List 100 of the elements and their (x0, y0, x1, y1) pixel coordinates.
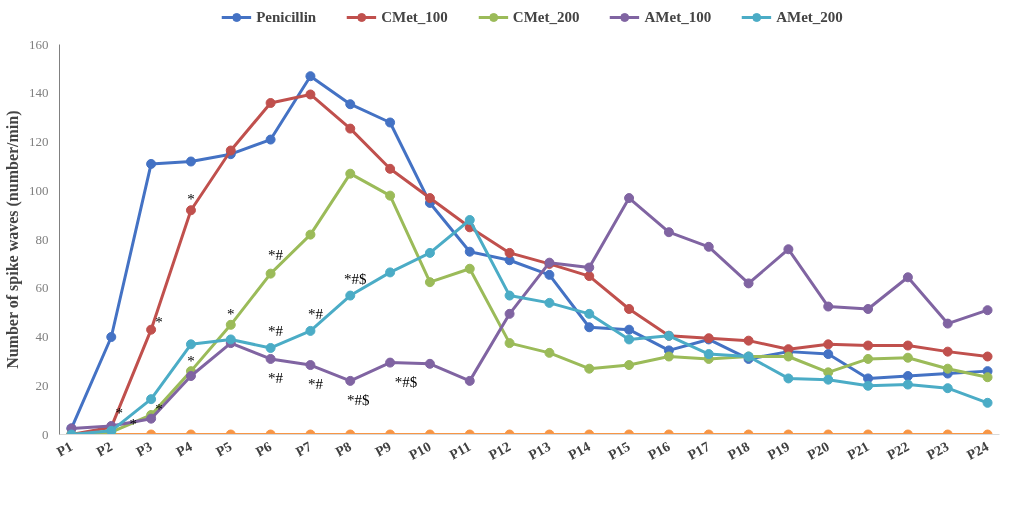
point (146, 394, 157, 405)
annotation: *#$ (347, 391, 371, 408)
x-tick-label: P12 (486, 438, 514, 463)
point (185, 371, 196, 381)
point (385, 190, 396, 201)
x-tick-label: P11 (447, 438, 474, 463)
point (146, 158, 157, 169)
legend-label: Penicillin (256, 8, 317, 26)
point (424, 247, 435, 258)
x-tick-label: P21 (844, 438, 872, 463)
point (743, 335, 754, 346)
x-tick-label: P16 (645, 438, 673, 463)
x-tick-label: P18 (725, 438, 753, 463)
point (863, 380, 874, 391)
point (783, 244, 794, 255)
x-tick-label: P1 (54, 438, 76, 460)
point (265, 353, 276, 364)
point (265, 98, 276, 108)
point (823, 339, 834, 350)
x-tick-label: P7 (293, 438, 315, 460)
point (305, 229, 316, 240)
x-tick-label: P13 (526, 438, 554, 463)
point (902, 272, 913, 283)
annotation: *# (268, 322, 284, 339)
point (385, 117, 396, 128)
x-tick-label: P23 (924, 438, 952, 463)
x-tick-label: P4 (173, 438, 195, 460)
point (942, 346, 953, 357)
point (624, 334, 635, 345)
point (424, 193, 435, 204)
legend-label: CMet_100 (381, 8, 448, 26)
point (624, 303, 635, 314)
point (942, 383, 953, 394)
point (464, 263, 475, 274)
y-tick-label: 160 (29, 36, 49, 52)
legend-label: CMet_200 (512, 8, 580, 26)
annotation: * (187, 191, 195, 208)
point (982, 305, 993, 316)
point (464, 375, 475, 386)
annotation: *#$ (394, 373, 418, 390)
y-tick-label: 60 (35, 280, 49, 296)
point (624, 360, 635, 371)
point (743, 278, 754, 289)
point (305, 89, 316, 100)
point (783, 351, 794, 362)
annotation: * (155, 401, 163, 417)
annotation: * (155, 313, 163, 330)
annotation: *#$ (344, 270, 368, 287)
point (464, 215, 475, 225)
point (863, 303, 874, 314)
point (584, 271, 595, 282)
point (902, 340, 913, 351)
point (185, 205, 196, 216)
x-tick-label: P20 (804, 438, 832, 463)
point (544, 269, 555, 280)
x-tick-label: P17 (685, 438, 713, 463)
point (225, 319, 236, 330)
annotation: * (187, 353, 195, 370)
point (703, 349, 714, 360)
point (982, 372, 993, 383)
point (942, 363, 953, 374)
point (424, 358, 435, 369)
point (584, 262, 595, 273)
point (185, 339, 196, 350)
point (146, 324, 157, 335)
y-tick-label: 80 (35, 231, 49, 247)
point (265, 342, 276, 353)
point (902, 371, 913, 381)
y-tick-label: 20 (35, 377, 49, 393)
point (345, 375, 356, 386)
y-tick-label: 120 (29, 134, 49, 149)
annotation: *# (307, 305, 324, 322)
point (863, 353, 874, 364)
point (385, 357, 396, 368)
point (345, 99, 356, 110)
point (305, 71, 316, 82)
x-tick-label: P3 (133, 438, 155, 460)
x-tick-label: P19 (765, 438, 792, 463)
point (504, 290, 515, 301)
point (185, 156, 196, 167)
legend-label: AMet_200 (776, 8, 843, 26)
x-tick-label: P5 (213, 438, 235, 460)
point (982, 397, 993, 408)
y-tick-label: 140 (29, 85, 49, 101)
point (504, 247, 515, 258)
annotation: * (115, 405, 124, 422)
point (703, 241, 714, 252)
point (385, 163, 396, 174)
point (823, 374, 834, 385)
point (305, 325, 316, 336)
point (504, 338, 515, 349)
point (663, 227, 674, 238)
point (265, 268, 276, 279)
point (584, 322, 595, 333)
point (345, 290, 356, 301)
x-tick-label: P6 (253, 438, 275, 460)
point (663, 351, 674, 362)
x-tick-label: P24 (964, 438, 992, 463)
y-tick-label: 100 (29, 182, 49, 198)
y-tick-label: 0 (42, 426, 49, 442)
